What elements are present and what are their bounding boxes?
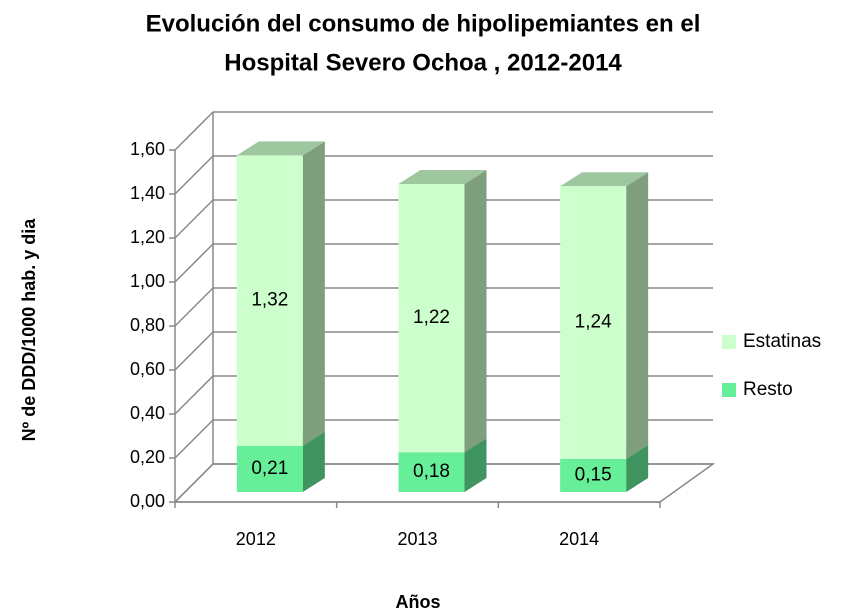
grid-line xyxy=(174,375,214,415)
legend-swatch xyxy=(722,383,736,397)
bar-top xyxy=(236,141,325,156)
grid-line xyxy=(174,331,214,371)
legend-label: Estatinas xyxy=(743,331,821,352)
bar-side xyxy=(464,438,487,492)
bar-side xyxy=(302,431,325,492)
y-tick-label: 0,20 xyxy=(130,447,165,467)
y-tick-label: 1,60 xyxy=(130,139,165,159)
legend-swatch xyxy=(722,335,736,349)
bar-top xyxy=(398,170,487,184)
bar xyxy=(560,186,627,459)
y-tick-label: 0,80 xyxy=(130,315,165,335)
y-axis-title: Nº de DDD/1000 hab. y dia xyxy=(19,218,39,442)
grid-line xyxy=(174,463,214,503)
y-tick-label: 1,20 xyxy=(130,227,165,247)
data-label: 1,32 xyxy=(251,290,288,311)
bar xyxy=(560,459,627,492)
x-tick-label: 2012 xyxy=(236,529,276,549)
data-label: 1,22 xyxy=(413,307,450,328)
x-axis-title: Años xyxy=(396,592,441,612)
grid-line xyxy=(174,243,214,283)
y-tick-label: 0,00 xyxy=(130,491,165,511)
bar xyxy=(236,155,303,446)
bar-top xyxy=(560,172,649,187)
y-tick-label: 1,40 xyxy=(130,183,165,203)
grid-line xyxy=(174,287,214,327)
grid-line xyxy=(174,199,214,239)
bar-side xyxy=(626,172,649,459)
grid-line xyxy=(174,111,214,151)
grid-line xyxy=(174,419,214,459)
data-label: 1,24 xyxy=(575,312,612,333)
bar xyxy=(236,445,303,492)
bar-side xyxy=(626,445,649,492)
legend-label: Resto xyxy=(743,379,793,400)
data-label: 0,15 xyxy=(575,465,612,486)
bar xyxy=(398,452,465,492)
chart-title: Hospital Severo Ochoa , 2012-2014 xyxy=(224,49,622,76)
chart-title: Evolución del consumo de hipolipemiantes… xyxy=(146,10,701,37)
y-tick-label: 1,00 xyxy=(130,271,165,291)
bar xyxy=(398,184,465,453)
data-label: 0,21 xyxy=(251,458,288,479)
x-tick-label: 2013 xyxy=(397,529,437,549)
y-tick-label: 0,40 xyxy=(130,403,165,423)
bar-side xyxy=(302,141,325,446)
grid-line xyxy=(174,155,214,195)
data-label: 0,18 xyxy=(413,461,450,482)
y-tick-label: 0,60 xyxy=(130,359,165,379)
x-tick-label: 2014 xyxy=(559,529,599,549)
bar-side xyxy=(464,170,487,453)
